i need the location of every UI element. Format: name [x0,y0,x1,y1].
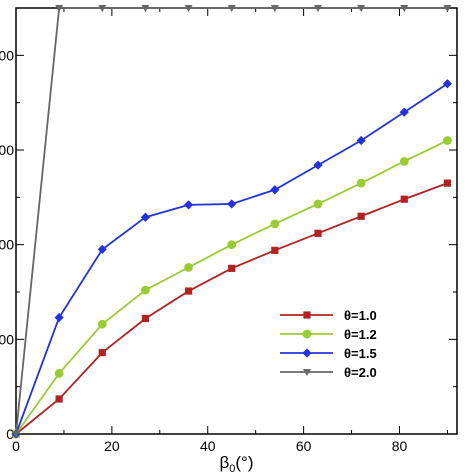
series-4 [12,5,452,438]
series-line [15,82,448,435]
legend-marker [303,311,311,319]
series-3 [11,79,453,439]
data-point [443,136,452,145]
data-point [55,395,63,403]
y-tick-label: 00 [0,331,14,347]
x-axis-title-unit: (°) [235,453,253,472]
data-point [356,135,366,146]
data-point [98,5,107,12]
data-point [356,178,366,188]
data-point [442,79,453,89]
legend-marker [302,329,312,339]
data-point [141,314,150,323]
legend-label: θ=2.0 [344,365,377,380]
legend-item: θ=1.0 [280,308,377,323]
data-point [183,200,194,210]
data-point [443,5,452,12]
legend-label: θ=1.5 [344,346,377,361]
x-tick-label: 80 [392,438,408,454]
x-tick-label: 60 [296,438,312,454]
data-point [184,262,193,272]
x-axis-title-subscript: 0 [229,463,235,474]
series-line [15,7,448,435]
legend-marker [303,369,311,376]
data-point [357,212,365,220]
legend-item: θ=2.0 [280,365,377,380]
data-point [184,5,193,12]
x-tick-label: 0 [12,438,20,454]
legend-marker [302,348,312,358]
data-point [314,229,322,237]
x-tick-label: 20 [104,438,120,454]
data-point [98,348,106,357]
data-point [55,5,64,12]
data-point [227,199,237,209]
data-point [313,160,323,170]
legend-label: θ=1.0 [344,308,377,323]
data-point [271,246,279,254]
legend-item: θ=1.5 [280,346,377,361]
data-point [227,5,236,12]
series-layer [11,5,453,439]
data-point [184,287,193,295]
series-line [15,139,448,435]
x-tick-label: 40 [200,438,216,454]
data-point [97,319,107,329]
data-point [270,185,280,195]
y-tick-label: 00 [0,47,14,63]
data-point [400,5,409,12]
data-point [443,179,452,187]
data-point [357,5,366,12]
legend-item: θ=1.2 [280,327,377,342]
series-line [15,182,448,435]
data-point [313,199,323,209]
data-point [313,5,322,12]
data-point [54,369,64,378]
data-point [227,240,237,250]
data-point [399,156,409,166]
data-point [400,195,408,203]
x-axis-title: β0(°) [219,453,253,474]
data-point [141,5,150,12]
series-1 [12,179,452,438]
x-axis-title-main: β [219,453,229,472]
data-point [97,244,107,254]
legend: θ=1.0 θ=1.2 θ=1.5 θ=2.0 [280,308,377,380]
data-point [270,5,279,12]
data-point [270,219,280,229]
y-tick-label: 0 [6,426,14,442]
plot-frame [15,7,458,435]
data-point [141,285,150,295]
legend-label: θ=1.2 [344,327,377,342]
data-point [140,212,151,222]
y-tick-label: 00 [0,237,14,253]
data-point [228,264,236,272]
data-point [399,107,409,117]
y-tick-label: 00 [0,142,14,158]
data-point [12,431,20,438]
data-point [54,312,64,323]
